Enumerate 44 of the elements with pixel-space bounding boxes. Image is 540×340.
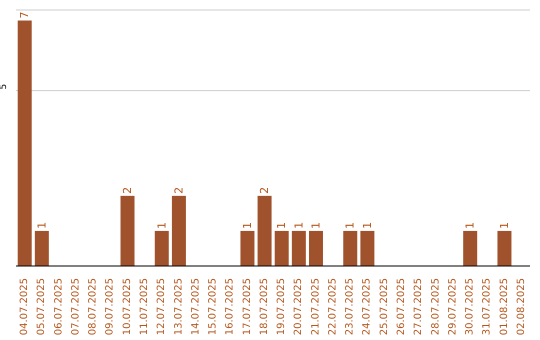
x-tick-label: 19.07.2025: [276, 278, 288, 336]
x-tick-label: 14.07.2025: [190, 278, 202, 336]
x-tick-label: 21.07.2025: [310, 278, 322, 336]
data-label: 1: [35, 222, 48, 229]
data-label: 2: [258, 186, 272, 194]
x-tick-label: 20.07.2025: [293, 278, 304, 336]
x-tick-label: 25.07.2025: [378, 278, 390, 336]
x-tick-label: 28.07.2025: [430, 278, 442, 336]
x-tick-label: 16.07.2025: [224, 278, 236, 336]
data-label: 1: [309, 222, 322, 229]
data-label: 1: [275, 222, 288, 229]
x-tick-label: 08.07.2025: [88, 278, 99, 336]
data-label: 1: [464, 222, 477, 229]
data-label: 1: [240, 222, 254, 229]
data-label: 2: [121, 186, 134, 194]
x-tick-label: 11.07.2025: [139, 278, 150, 336]
x-tick-label: 05.07.2025: [36, 278, 48, 336]
x-tick-label: 17.07.2025: [242, 278, 253, 336]
x-tick-label: 06.07.2025: [53, 278, 64, 336]
data-label: 1: [498, 222, 511, 229]
data-label: 1: [344, 222, 357, 229]
x-tick-label: 31.07.2025: [482, 278, 493, 336]
x-tick-label: 23.07.2025: [344, 278, 356, 336]
data-label: 1: [360, 222, 374, 229]
data-label: 7: [18, 12, 32, 19]
x-tick-label: 10.07.2025: [122, 278, 133, 336]
x-tick-label: 02.08.2025: [516, 278, 527, 336]
x-tick-label: 24.07.2025: [362, 278, 373, 336]
x-tick-label: 18.07.2025: [258, 278, 270, 336]
data-label: 2: [172, 186, 186, 194]
x-tick-label: 30.07.2025: [464, 278, 476, 336]
x-tick-label: 13.07.2025: [173, 278, 184, 336]
x-tick-label: 01.08.2025: [498, 278, 510, 336]
x-tick-label: 04.07.2025: [19, 278, 30, 336]
data-label: 1: [155, 222, 168, 229]
x-tick-label: 07.07.2025: [70, 278, 82, 336]
data-label: 1: [292, 222, 306, 229]
x-tick-label: 15.07.2025: [208, 278, 219, 336]
x-tick-label: 29.07.2025: [447, 278, 458, 336]
x-tick-label: 09.07.2025: [104, 278, 116, 336]
x-tick-label: 27.07.2025: [413, 278, 424, 336]
x-tick-label: 12.07.2025: [156, 278, 168, 336]
x-tick-label: 26.07.2025: [396, 278, 407, 336]
x-tick-label: 22.07.2025: [327, 278, 338, 336]
